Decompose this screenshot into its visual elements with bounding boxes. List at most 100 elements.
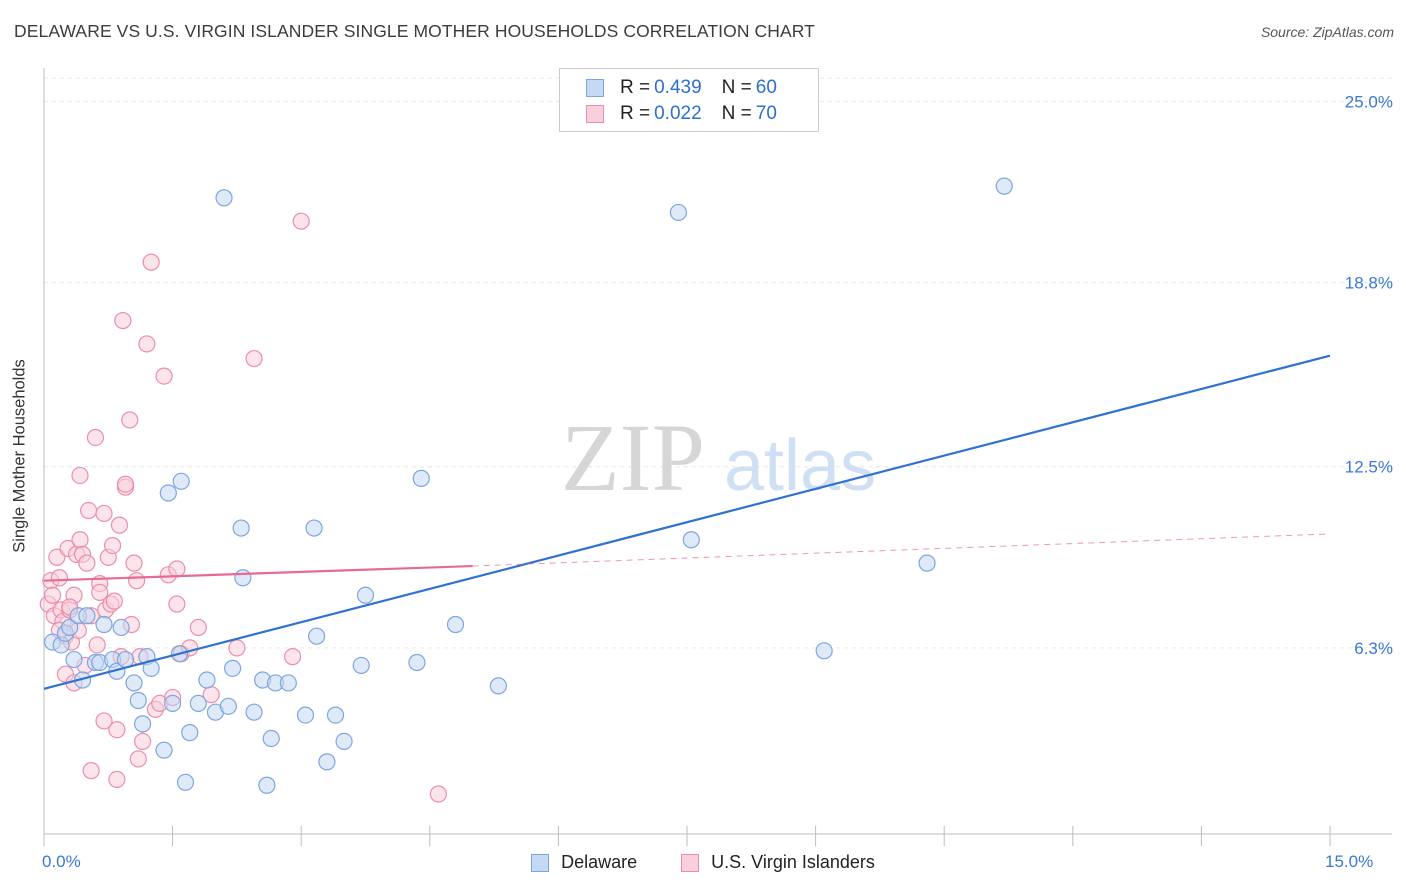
virgin-islanders-trend-extension: [472, 533, 1331, 567]
virgin-islanders-point: [43, 586, 62, 604]
virgin-islanders-point: [125, 554, 143, 572]
legend-label-delaware: Delaware: [561, 852, 638, 872]
delaware-point: [219, 697, 237, 715]
delaware-point: [245, 703, 263, 721]
n-value: 60: [755, 77, 777, 98]
delaware-point: [669, 203, 688, 222]
chart-title: DELAWARE VS U.S. VIRGIN ISLANDER SINGLE …: [14, 21, 815, 41]
delaware-point: [133, 715, 152, 733]
legend-item-virgin-islanders: U.S. Virgin Islanders: [681, 852, 875, 873]
virgin-islanders-point: [88, 636, 106, 654]
legend-row-virgin-islanders: R = 0.022 N = 70: [586, 102, 777, 126]
virgin-islanders-point: [50, 569, 69, 587]
r-label: R =: [620, 103, 651, 124]
delaware-point: [155, 741, 173, 759]
virgin-islanders-point: [168, 595, 186, 613]
legend-swatch-blue: [586, 79, 604, 97]
delaware-point: [232, 519, 250, 537]
legend-item-delaware: Delaware: [531, 852, 637, 873]
delaware-point: [279, 674, 297, 692]
delaware-point: [995, 177, 1013, 195]
delaware-point: [408, 653, 426, 672]
virgin-islanders-point: [95, 504, 113, 523]
delaware-point: [326, 706, 345, 724]
virgin-islanders-point: [189, 618, 207, 637]
delaware-point: [682, 531, 700, 549]
y-tick-label: 18.8%: [1345, 274, 1393, 293]
legend-swatch-pink: [586, 105, 604, 123]
delaware-point: [352, 656, 370, 675]
virgin-islanders-point: [292, 212, 310, 230]
delaware-point: [446, 615, 465, 634]
virgin-islanders-point: [133, 732, 152, 751]
legend-row-delaware: R = 0.439 N = 60: [586, 76, 777, 100]
x-tick-max: 15.0%: [1325, 852, 1374, 871]
delaware-point: [918, 554, 936, 572]
delaware-point: [61, 618, 79, 637]
delaware-point: [159, 484, 177, 502]
delaware-point: [181, 724, 199, 742]
series-legend: Delaware U.S. Virgin Islanders: [0, 852, 1406, 873]
delaware-point: [412, 469, 430, 487]
delaware-point: [95, 615, 113, 634]
virgin-islanders-point: [284, 648, 302, 666]
series-virgin-islanders-points: [39, 212, 447, 803]
n-label: N =: [721, 103, 752, 124]
legend-swatch-delaware: [531, 853, 550, 872]
delaware-point: [189, 694, 207, 713]
delaware-point: [258, 776, 276, 794]
delaware-trend-line: [43, 354, 1331, 690]
virgin-islanders-point: [103, 536, 122, 555]
delaware-point: [176, 773, 195, 791]
delaware-point: [318, 753, 336, 771]
gridlines: [44, 77, 1392, 649]
delaware-point: [356, 586, 375, 604]
delaware-point: [164, 694, 182, 713]
n-value: 70: [755, 103, 777, 124]
delaware-point: [129, 691, 147, 710]
delaware-point: [65, 650, 83, 669]
virgin-islanders-trend-line: [43, 564, 473, 582]
virgin-islanders-point: [116, 475, 135, 493]
virgin-islanders-point: [71, 466, 89, 485]
y-tick-label: 25.0%: [1345, 92, 1393, 111]
virgin-islanders-point: [82, 762, 100, 780]
r-value: 0.022: [654, 103, 702, 124]
delaware-point: [296, 706, 315, 724]
virgin-islanders-point: [78, 554, 96, 572]
virgin-islanders-point: [108, 770, 126, 788]
virgin-islanders-point: [79, 501, 98, 520]
delaware-point: [815, 642, 833, 660]
delaware-point: [305, 519, 323, 537]
delaware-point: [262, 729, 280, 748]
virgin-islanders-point: [228, 639, 246, 657]
virgin-islanders-point: [245, 349, 263, 368]
virgin-islanders-point: [108, 721, 126, 739]
virgin-islanders-point: [71, 531, 89, 549]
delaware-point: [308, 627, 326, 645]
y-tick-label: 6.3%: [1354, 639, 1393, 658]
series-delaware-points: [43, 177, 1013, 794]
virgin-islanders-point: [127, 572, 146, 590]
virgin-islanders-point: [155, 367, 173, 385]
n-label: N =: [721, 77, 752, 98]
virgin-islanders-point: [138, 335, 156, 353]
delaware-point: [234, 569, 252, 587]
source-credit: Source: ZipAtlas.com: [1260, 24, 1394, 40]
delaware-point: [215, 189, 233, 207]
delaware-point: [335, 732, 353, 751]
legend-label-virgin-islanders: U.S. Virgin Islanders: [711, 852, 875, 872]
delaware-point: [489, 677, 507, 695]
virgin-islanders-point: [95, 712, 113, 730]
virgin-islanders-point: [86, 428, 105, 447]
watermark-zip: ZIP: [561, 404, 705, 511]
delaware-point: [172, 472, 190, 490]
trend-lines: [43, 354, 1331, 690]
virgin-islanders-point: [91, 583, 109, 601]
x-tick-min: 0.0%: [42, 852, 81, 871]
delaware-point: [125, 674, 143, 692]
virgin-islanders-point: [429, 785, 447, 803]
virgin-islanders-point: [110, 516, 129, 534]
virgin-islanders-point: [105, 592, 123, 610]
